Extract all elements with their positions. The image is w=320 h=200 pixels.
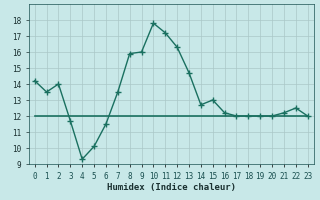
X-axis label: Humidex (Indice chaleur): Humidex (Indice chaleur) — [107, 183, 236, 192]
